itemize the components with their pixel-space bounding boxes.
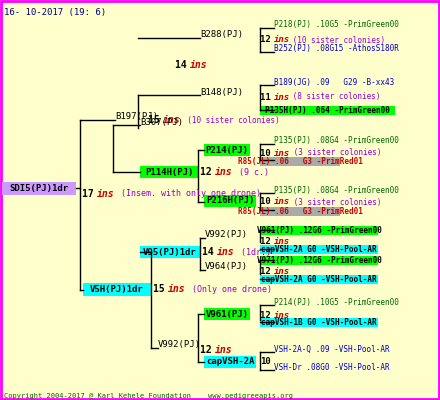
Text: ins: ins (97, 189, 115, 199)
Bar (204, 308, 250, 320)
Text: V961(PJ) .12G6 -PrimGreen00: V961(PJ) .12G6 -PrimGreen00 (257, 226, 381, 235)
Text: B189(JG) .09   G29 -B-xx43: B189(JG) .09 G29 -B-xx43 (274, 78, 394, 86)
Text: R85(JL) .06   G3 -PrimRed01: R85(JL) .06 G3 -PrimRed01 (238, 207, 363, 216)
Text: 12: 12 (200, 345, 218, 355)
Bar (83, 283, 151, 296)
Text: V961(PJ): V961(PJ) (205, 310, 249, 318)
Text: 11: 11 (260, 92, 276, 102)
Text: (Insem. with only one drone): (Insem. with only one drone) (111, 190, 261, 198)
Text: (Only one drone): (Only one drone) (182, 284, 272, 294)
Text: V964(PJ): V964(PJ) (205, 262, 248, 272)
Text: R85(JL) .06   G3 -PrimRed01: R85(JL) .06 G3 -PrimRed01 (238, 157, 363, 166)
Text: P114H(PJ): P114H(PJ) (145, 168, 193, 176)
Bar (204, 144, 250, 156)
Text: capVSH-2A: capVSH-2A (206, 358, 254, 366)
Text: P218(PJ) .10G5 -PrimGreen00: P218(PJ) .10G5 -PrimGreen00 (274, 20, 399, 30)
Text: 10: 10 (260, 358, 271, 366)
Text: capVSH-2A G0 -VSH-Pool-AR: capVSH-2A G0 -VSH-Pool-AR (261, 245, 377, 254)
Text: capVSH-2A G0 -VSH-Pool-AR: capVSH-2A G0 -VSH-Pool-AR (261, 275, 377, 284)
Text: 14: 14 (202, 247, 220, 257)
Bar (260, 275, 378, 284)
Text: V971(PJ) .12G6 -PrimGreen00: V971(PJ) .12G6 -PrimGreen00 (257, 256, 381, 265)
Text: B307(PJ): B307(PJ) (140, 118, 183, 126)
Bar (260, 157, 340, 166)
Bar (260, 226, 378, 235)
Text: B197(PJ): B197(PJ) (115, 112, 158, 122)
Text: P135(PJ) .08G4 -PrimGreen00: P135(PJ) .08G4 -PrimGreen00 (274, 136, 399, 146)
Text: 12: 12 (260, 36, 276, 44)
Bar (204, 195, 256, 207)
Bar (260, 207, 340, 216)
Text: ins: ins (215, 167, 233, 177)
Text: P135H(PJ) .064 -PrimGreen00: P135H(PJ) .064 -PrimGreen00 (264, 106, 389, 115)
Text: P216H(PJ): P216H(PJ) (206, 196, 254, 206)
Text: 12: 12 (260, 238, 276, 246)
Text: V5H(PJ)1dr: V5H(PJ)1dr (90, 285, 144, 294)
Text: SDI5(PJ)1dr: SDI5(PJ)1dr (9, 184, 69, 193)
Text: ins: ins (274, 268, 290, 276)
Text: 12: 12 (260, 310, 276, 320)
Text: ins: ins (274, 36, 290, 44)
Text: ins: ins (215, 345, 233, 355)
Text: 10: 10 (260, 148, 276, 158)
Text: (3 sister colonies): (3 sister colonies) (289, 198, 381, 206)
Text: Copyright 2004-2017 @ Karl Kehele Foundation    www.pedigreeapis.org: Copyright 2004-2017 @ Karl Kehele Founda… (4, 393, 293, 399)
Text: VSH-Dr .08G0 -VSH-Pool-AR: VSH-Dr .08G0 -VSH-Pool-AR (274, 362, 390, 372)
Text: 12: 12 (260, 268, 276, 276)
Text: ins: ins (274, 92, 290, 102)
Text: (8 sister colonies): (8 sister colonies) (288, 92, 381, 102)
Text: ins: ins (274, 148, 290, 158)
Text: P214(PJ): P214(PJ) (205, 146, 249, 154)
Text: 12: 12 (200, 167, 218, 177)
Text: P214(PJ) .10G5 -PrimGreen00: P214(PJ) .10G5 -PrimGreen00 (274, 298, 399, 306)
Text: ins: ins (274, 310, 290, 320)
Text: ins: ins (274, 198, 290, 206)
Bar (260, 256, 378, 265)
Text: 10: 10 (260, 198, 276, 206)
Text: ins: ins (190, 60, 208, 70)
Bar (260, 318, 378, 327)
Text: (1dr.): (1dr.) (231, 248, 271, 256)
Bar (260, 245, 378, 254)
Text: 17: 17 (82, 189, 99, 199)
Text: (9 c.): (9 c.) (229, 168, 269, 176)
Text: B288(PJ): B288(PJ) (200, 30, 243, 40)
Text: ins: ins (217, 247, 235, 257)
Text: 15: 15 (148, 115, 165, 125)
Text: 16- 10-2017 (19: 6): 16- 10-2017 (19: 6) (4, 8, 106, 17)
Bar (260, 106, 395, 115)
Bar (140, 166, 198, 178)
Text: ins: ins (163, 115, 181, 125)
Text: (3 sister colonies): (3 sister colonies) (289, 148, 381, 158)
Text: ins: ins (168, 284, 186, 294)
Text: capVSH-1B G0 -VSH-Pool-AR: capVSH-1B G0 -VSH-Pool-AR (261, 318, 377, 327)
Text: B252(PJ) .08G15 -AthosS180R: B252(PJ) .08G15 -AthosS180R (274, 44, 399, 54)
Bar (140, 246, 200, 258)
Text: B148(PJ): B148(PJ) (200, 88, 243, 96)
Text: 14: 14 (175, 60, 193, 70)
Text: 15: 15 (153, 284, 171, 294)
Text: V992(PJ): V992(PJ) (205, 230, 248, 240)
Text: V992(PJ): V992(PJ) (158, 340, 201, 350)
Text: (10 sister colonies): (10 sister colonies) (288, 36, 385, 44)
Text: ins: ins (274, 238, 290, 246)
Text: V95(PJ)1dr: V95(PJ)1dr (143, 248, 197, 256)
Text: P135(PJ) .08G4 -PrimGreen00: P135(PJ) .08G4 -PrimGreen00 (274, 186, 399, 194)
Bar (204, 356, 256, 368)
Text: (10 sister colonies): (10 sister colonies) (178, 116, 280, 124)
Bar (2, 182, 76, 195)
Text: VSH-2A-Q .09 -VSH-Pool-AR: VSH-2A-Q .09 -VSH-Pool-AR (274, 344, 390, 354)
